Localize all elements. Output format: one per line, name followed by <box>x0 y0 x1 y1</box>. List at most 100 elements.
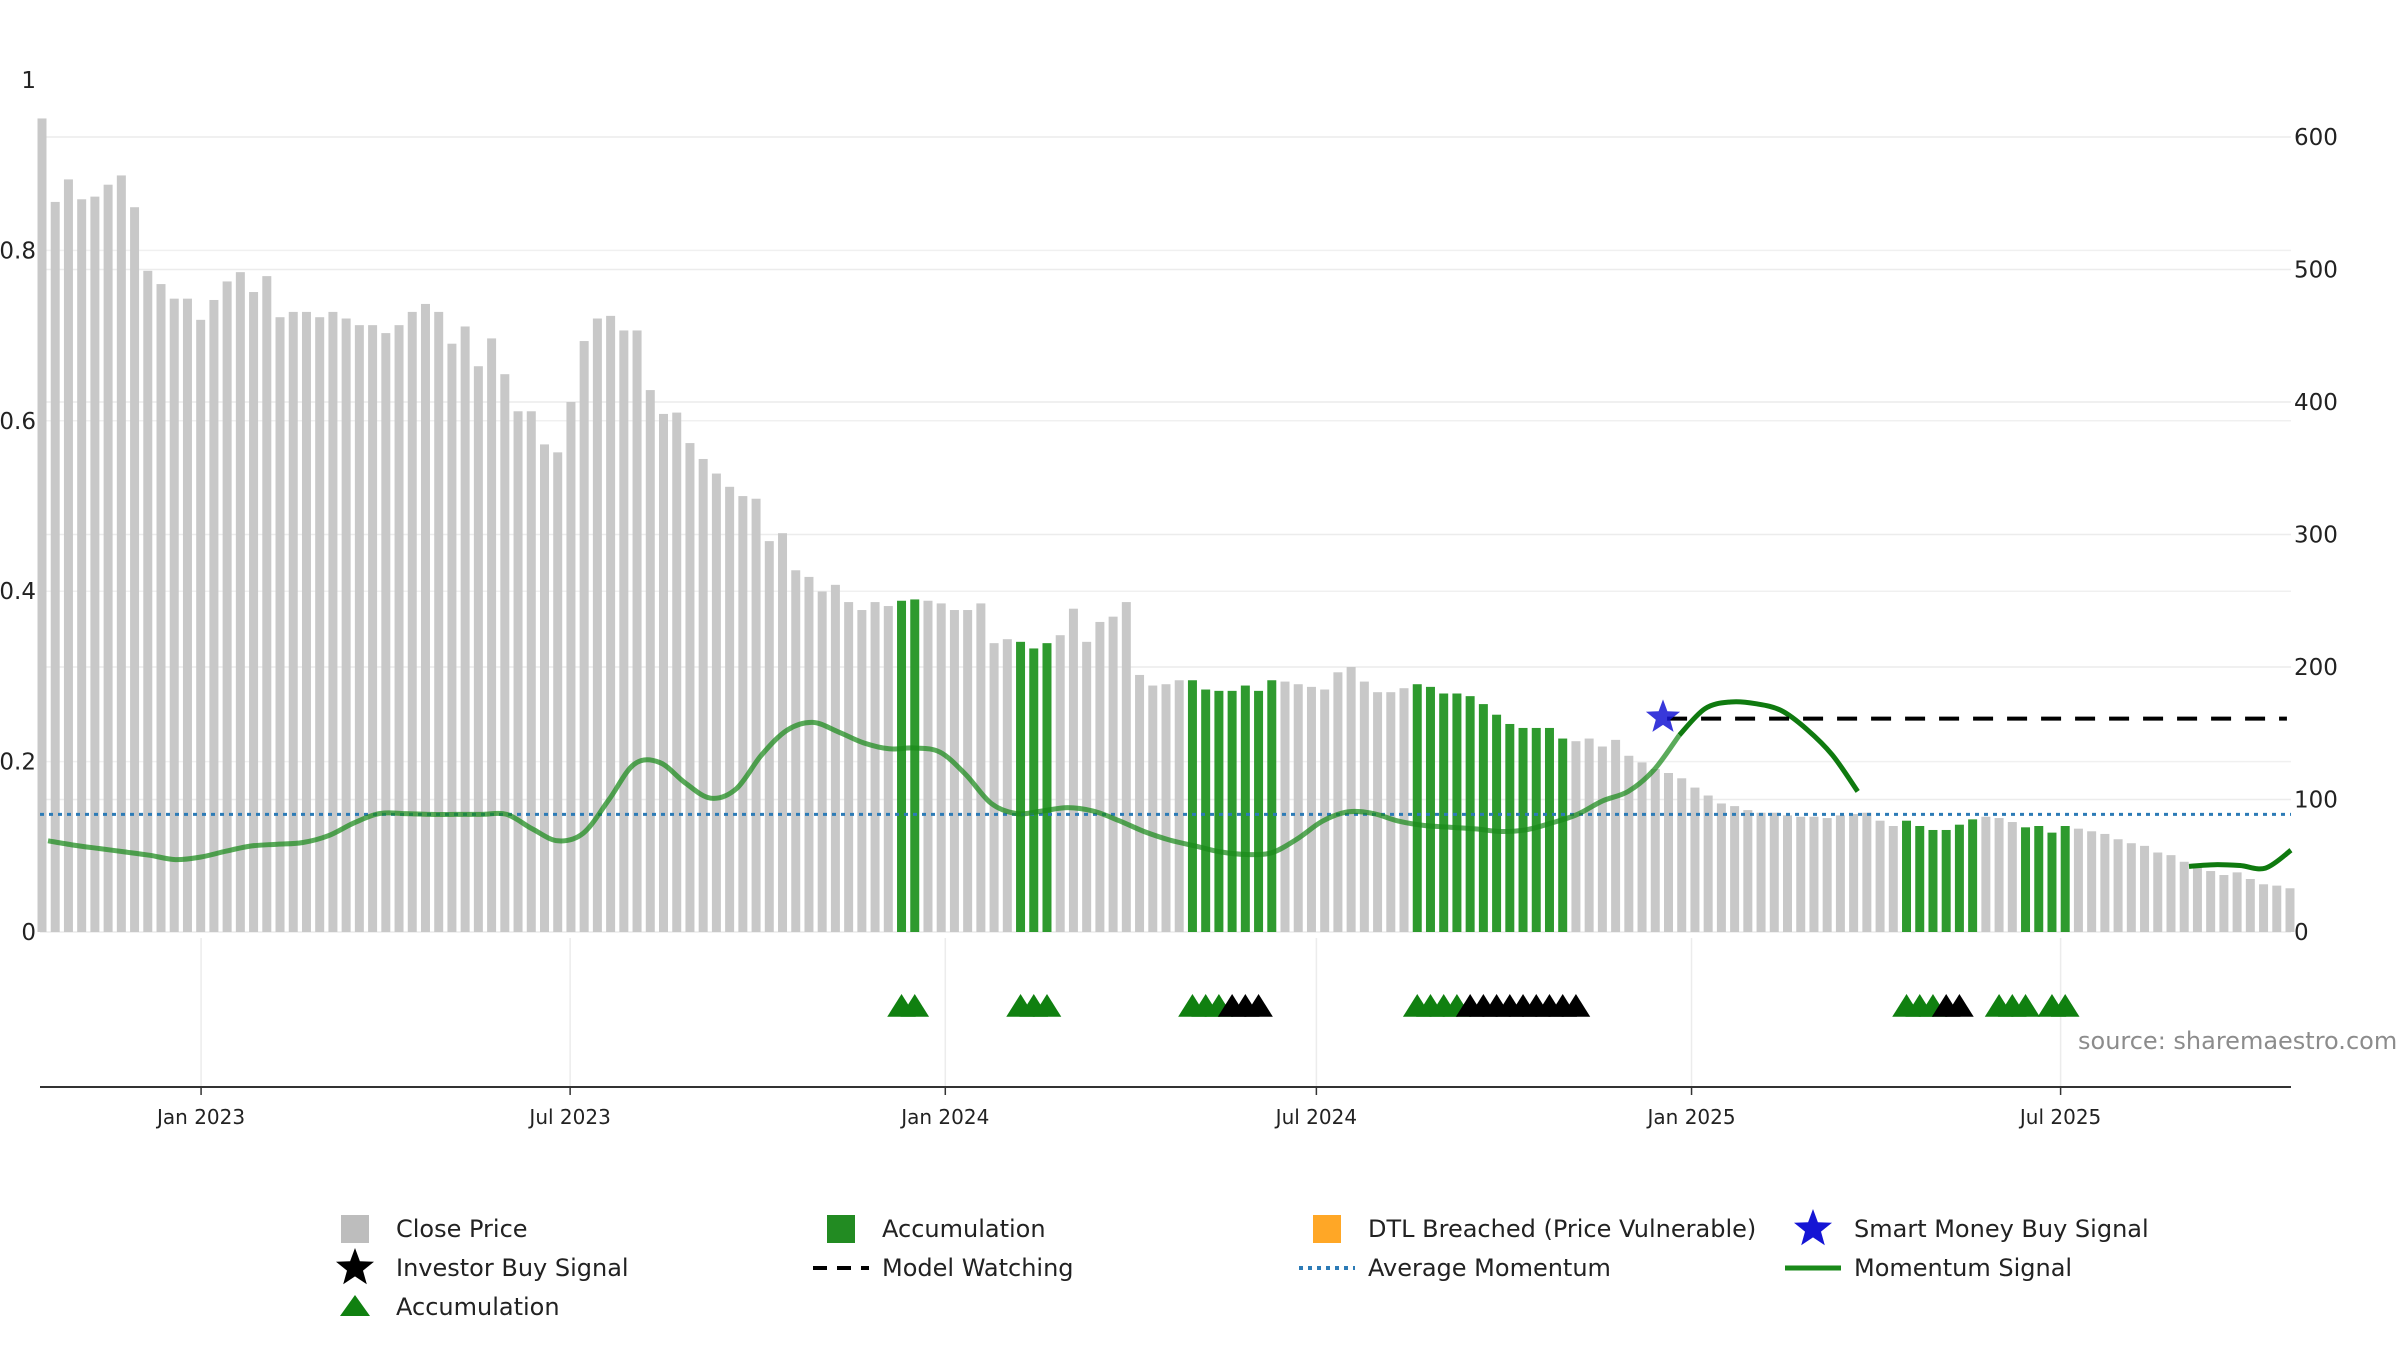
close-price-bar <box>1148 685 1158 932</box>
close-price-bar <box>328 311 338 932</box>
accumulation-bar <box>1954 824 1964 932</box>
close-price-bar <box>883 606 893 932</box>
accumulation-marker <box>900 994 930 1017</box>
close-price-bar <box>407 311 417 932</box>
accumulation-bar <box>1227 690 1237 932</box>
close-price-bar <box>262 276 272 932</box>
close-price-bar <box>1161 684 1171 932</box>
accumulation-bar <box>2021 827 2031 932</box>
legend-item-close: Close Price <box>341 1215 528 1243</box>
close-price-bar <box>553 452 563 932</box>
legend-label: Close Price <box>396 1215 528 1243</box>
legend-star-icon <box>1794 1209 1832 1246</box>
legend-triangle-icon <box>340 1295 370 1316</box>
close-price-bar <box>1082 641 1092 932</box>
close-price-bar <box>1769 812 1779 932</box>
accumulation-bar <box>1492 714 1502 932</box>
investor-buy-marker <box>1561 994 1591 1017</box>
accumulation-bar <box>1902 820 1912 932</box>
close-price-bar <box>2166 855 2176 932</box>
close-price-bar <box>301 311 311 932</box>
close-price-bar <box>764 541 774 932</box>
legend-label: Average Momentum <box>1368 1254 1611 1282</box>
legend-label: Model Watching <box>882 1254 1074 1282</box>
accumulation-bar <box>1254 690 1264 932</box>
legend-star-icon <box>336 1248 374 1285</box>
close-price-bar <box>1994 818 2004 932</box>
close-price-bar <box>2073 828 2083 932</box>
investor-buy-marker <box>1945 994 1974 1017</box>
close-price-bar <box>1730 806 1740 932</box>
close-price-bar <box>566 402 576 932</box>
legend-swatch <box>1313 1215 1341 1243</box>
close-price-bar <box>579 341 589 932</box>
legend-swatch <box>341 1215 369 1243</box>
close-price-bar <box>2113 839 2123 932</box>
accumulation-bar <box>1187 680 1197 932</box>
close-price-bar <box>1637 762 1647 932</box>
legend-item-accum: Accumulation <box>827 1215 1046 1243</box>
close-price-bar <box>1571 741 1581 932</box>
close-price-bar <box>315 317 325 932</box>
close-price-bar <box>37 118 47 932</box>
accumulation-bar <box>2060 826 2070 932</box>
close-price-bar <box>1849 814 1859 932</box>
close-price-bar <box>1333 672 1343 932</box>
momentum-signal-line <box>47 719 1682 863</box>
gridlines <box>40 136 2291 1087</box>
close-price-bar <box>288 311 298 932</box>
x-tick-label: Jul 2023 <box>527 1105 610 1129</box>
close-price-bar <box>1174 680 1184 932</box>
accumulation-bar <box>1544 727 1554 932</box>
close-price-bar <box>949 610 959 932</box>
close-price-bar <box>1690 787 1700 932</box>
x-tick-label: Jan 2024 <box>899 1105 989 1129</box>
legend-item-accmark: Accumulation <box>340 1293 560 1321</box>
accumulation-bar <box>1941 829 1951 932</box>
close-price-bar <box>354 325 364 932</box>
close-price-bar <box>249 292 259 932</box>
close-price-bar <box>1611 739 1621 932</box>
close-price-bar <box>473 366 483 933</box>
close-price-bar <box>526 411 536 932</box>
close-price-bar <box>1981 816 1991 932</box>
close-price-bar <box>870 602 880 932</box>
close-price-bar <box>976 603 986 932</box>
close-price-bar <box>90 196 100 932</box>
close-price-bar <box>659 413 669 932</box>
x-tick-label: Jan 2025 <box>1646 1105 1736 1129</box>
close-price-bar <box>2153 852 2163 932</box>
right-tick-label: 0 <box>2294 920 2309 946</box>
accumulation-bar <box>1505 723 1515 932</box>
close-price-bar <box>130 207 140 933</box>
right-tick-label: 100 <box>2294 788 2338 814</box>
close-price-bar <box>1584 738 1594 932</box>
close-price-bar <box>368 325 378 932</box>
momentum-signal-forward-line <box>1677 699 2293 872</box>
close-price-bar <box>1095 621 1105 932</box>
close-price-bar <box>1002 639 1012 932</box>
smart-money-buy-marker <box>1645 699 1681 732</box>
close-price-bar <box>844 602 854 932</box>
close-price-bar <box>1783 815 1793 932</box>
close-price-bar <box>143 270 153 932</box>
close-price-bar <box>1743 810 1753 932</box>
close-price-bar <box>222 281 232 932</box>
signal-markers <box>887 699 2080 1017</box>
accumulation-bar <box>1439 693 1449 932</box>
close-price-bar <box>1835 815 1845 932</box>
accumulation-marker <box>2050 994 2080 1017</box>
close-price-bar <box>645 390 655 932</box>
close-price-bar <box>460 326 470 933</box>
close-price-bar <box>1663 773 1673 932</box>
right-tick-label: 400 <box>2294 390 2338 416</box>
close-price-bar <box>936 603 946 932</box>
close-price-bar <box>1346 667 1356 932</box>
close-price-bar <box>1399 688 1409 932</box>
legend-item-watch: Model Watching <box>813 1254 1074 1282</box>
close-price-bar <box>196 319 206 933</box>
close-price-bar <box>1359 681 1369 932</box>
close-price-bar <box>698 458 708 932</box>
legend-label: Accumulation <box>396 1293 560 1321</box>
